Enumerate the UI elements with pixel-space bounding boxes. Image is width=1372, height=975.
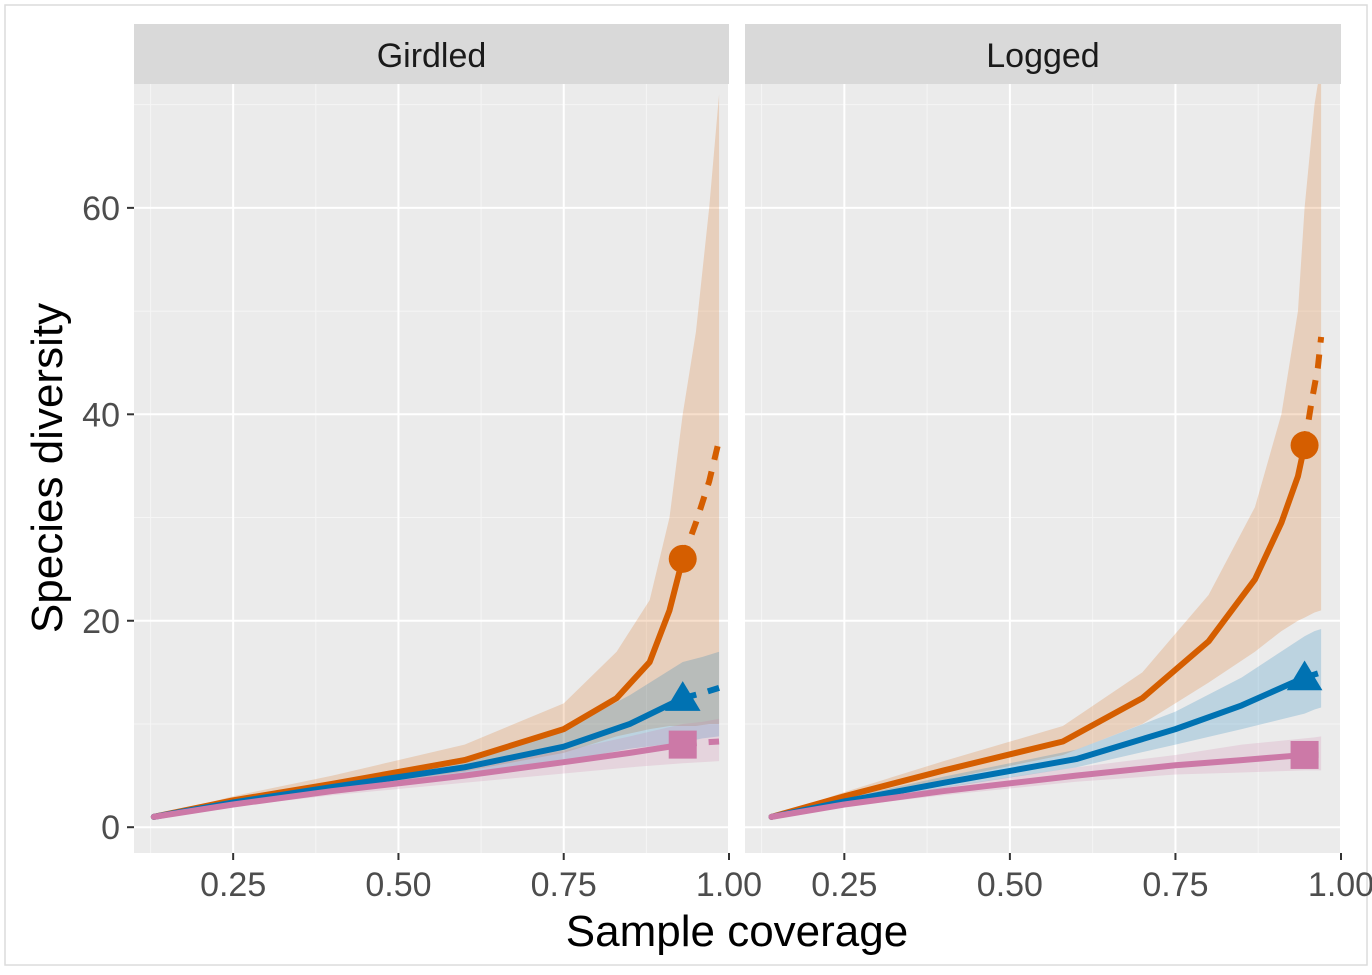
line-extrapolated-q0 xyxy=(1301,336,1325,446)
facet-panel-logged: Logged 0.25 0.50 0.75 1.00 xyxy=(745,24,1372,904)
x-tick-label: 0.75 xyxy=(1142,866,1208,904)
y-tick-label: 40 xyxy=(82,396,120,434)
line-interpolated-q0 xyxy=(768,442,1308,820)
x-axis-title: Sample coverage xyxy=(566,907,908,956)
facet-panel-girdled: Girdled 0.25 0.50 0.75 1.00 xyxy=(134,24,762,904)
observed-point-q2 xyxy=(668,730,697,759)
observed-point-q0 xyxy=(668,544,697,573)
line-extrapolated-q0 xyxy=(679,439,723,560)
confidence-band-q0 xyxy=(771,84,1322,817)
line-interpolated-q2 xyxy=(150,741,686,820)
x-tick-label: 0.25 xyxy=(811,866,877,904)
observed-point-q0 xyxy=(1290,431,1319,460)
x-tick-label: 0.25 xyxy=(200,866,266,904)
observed-point-q2 xyxy=(1290,740,1319,769)
x-tick-label: 1.00 xyxy=(1308,866,1372,904)
facet-strip xyxy=(745,24,1341,84)
facet-strip-label: Logged xyxy=(986,37,1099,75)
facet-strip-label: Girdled xyxy=(377,37,487,75)
observed-point-q1 xyxy=(1286,660,1323,691)
x-tick-label: 0.50 xyxy=(977,866,1043,904)
observed-point-q1 xyxy=(664,681,701,711)
panel-data xyxy=(150,94,723,820)
facet-strip xyxy=(134,24,729,84)
y-tick-label: 60 xyxy=(82,190,120,228)
line-interpolated-q2 xyxy=(768,751,1308,820)
x-tick-label: 0.75 xyxy=(531,866,597,904)
confidence-band-q1 xyxy=(771,629,1322,817)
line-interpolated-q1 xyxy=(768,674,1308,820)
panel-data xyxy=(768,84,1325,820)
x-tick-label: 0.50 xyxy=(365,866,431,904)
y-tick-label: 0 xyxy=(101,809,120,847)
x-tick-label: 1.00 xyxy=(696,866,762,904)
y-axis-title: Species diversity xyxy=(23,303,72,633)
y-tick-label: 20 xyxy=(82,603,120,641)
